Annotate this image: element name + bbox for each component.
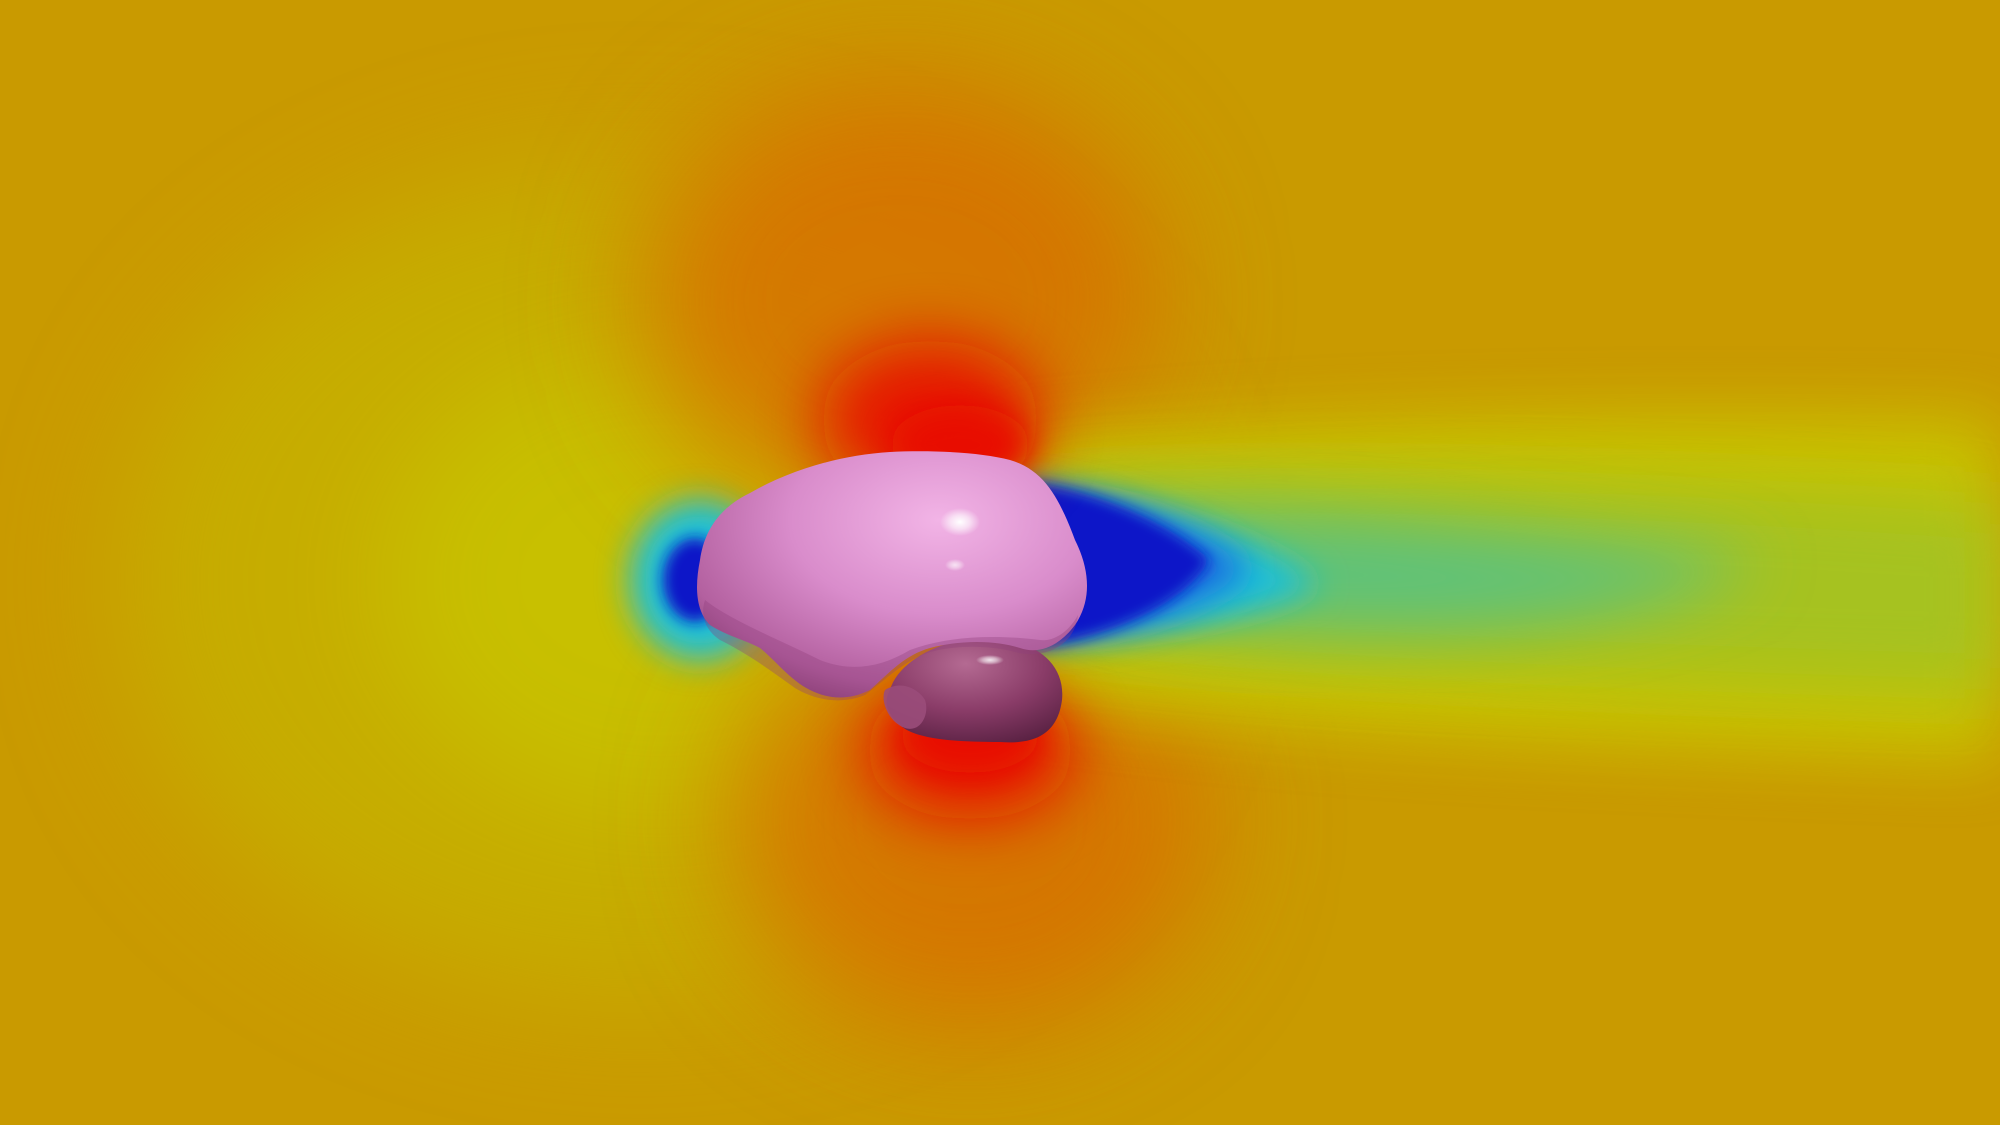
main-body [697, 451, 1088, 701]
main-body-highlight [940, 508, 980, 536]
lower-body [883, 637, 1063, 743]
main-body-highlight-small [945, 559, 965, 571]
lower-body-highlight [976, 655, 1004, 665]
wake-region [998, 416, 2000, 760]
